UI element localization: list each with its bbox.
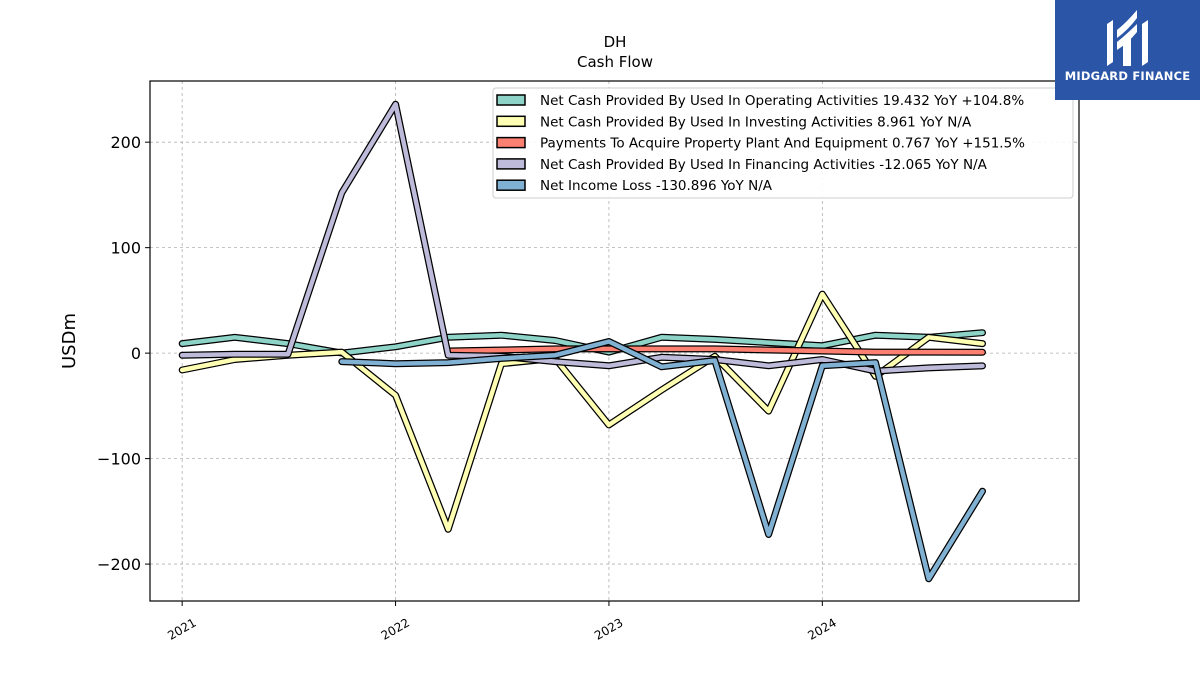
series-outline-net-income-loss <box>338 338 986 583</box>
legend-swatch <box>496 94 526 106</box>
brand-logo: MIDGARD FINANCE <box>1055 0 1200 100</box>
legend: Net Cash Provided By Used In Operating A… <box>492 87 1074 199</box>
y-tick-label: 100 <box>110 239 141 258</box>
y-tick-label: 200 <box>110 133 141 152</box>
legend-entry: Net Cash Provided By Used In Operating A… <box>540 93 1024 109</box>
brand-name: MIDGARD FINANCE <box>1064 69 1191 83</box>
series-lines <box>178 100 986 583</box>
legend-entry: Net Cash Provided By Used In Financing A… <box>540 157 988 173</box>
series-line-payments-to-acquire-property-plant-and-equipment <box>445 346 985 355</box>
legend-swatch <box>496 179 526 191</box>
y-tick-label: −200 <box>97 555 141 574</box>
series-line-net-cash-provided-by-used-in-investing-activities <box>179 291 985 532</box>
legend-swatch <box>496 136 526 149</box>
x-tick-label: 2022 <box>379 615 412 642</box>
chart-title: DH <box>604 33 627 51</box>
y-tick-label: 0 <box>131 344 141 363</box>
legend-entry: Net Income Loss -130.896 YoY N/A <box>540 178 773 194</box>
legend-entry: Payments To Acquire Property Plant And E… <box>540 136 1025 152</box>
legend-swatch <box>496 158 526 170</box>
legend-swatch <box>496 115 526 128</box>
x-tick-label: 2023 <box>592 615 625 642</box>
midgard-logo-icon <box>1107 10 1148 66</box>
x-tick-label: 2021 <box>165 615 198 642</box>
series-outline-net-cash-provided-by-used-in-investing-activities <box>178 290 986 533</box>
x-tick-label: 2024 <box>805 615 838 642</box>
legend-box <box>492 87 1074 199</box>
plot-frame <box>149 80 1080 602</box>
y-tick-label: −100 <box>97 450 141 469</box>
x-axis-ticks: 2021 2022 2023 2024 <box>165 601 839 643</box>
y-axis-label: USDm <box>59 313 80 369</box>
series-line-net-income-loss <box>339 339 985 582</box>
y-axis-ticks: 200 100 0 −100 −200 <box>97 133 150 574</box>
legend-entry: Net Cash Provided By Used In Investing A… <box>540 114 972 130</box>
chart-subtitle: Cash Flow <box>577 53 653 71</box>
